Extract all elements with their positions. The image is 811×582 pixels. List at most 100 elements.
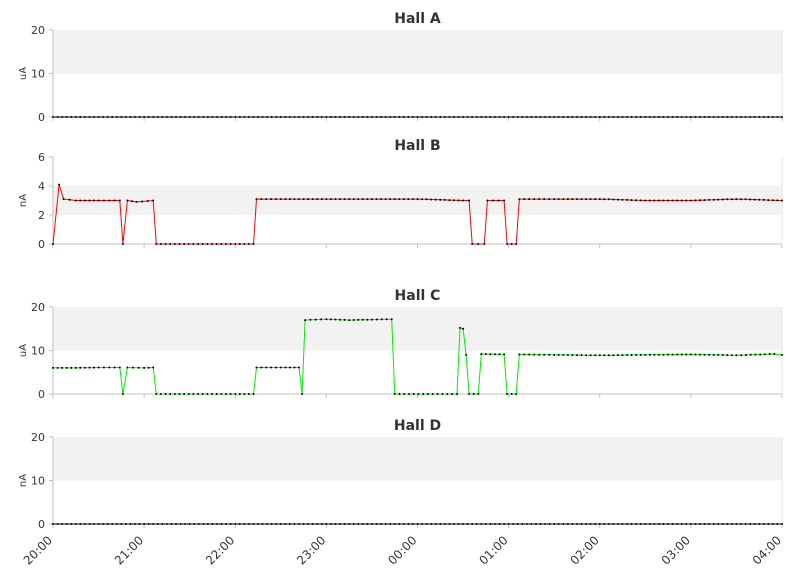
x-tick-label: 02:00 xyxy=(568,533,602,567)
data-point xyxy=(486,199,489,202)
data-point xyxy=(56,116,59,118)
data-point xyxy=(74,116,77,118)
data-point xyxy=(88,199,91,202)
data-point xyxy=(279,523,282,525)
data-point xyxy=(238,393,241,395)
data-point xyxy=(65,116,68,118)
data-point xyxy=(648,353,651,356)
data-point xyxy=(730,354,733,357)
data-point xyxy=(507,523,510,525)
data-point xyxy=(234,393,237,395)
data-point xyxy=(159,243,162,245)
data-point xyxy=(448,523,451,525)
data-point xyxy=(316,116,319,118)
data-point xyxy=(503,116,506,118)
data-point xyxy=(443,523,446,525)
data-point xyxy=(124,116,127,118)
data-point xyxy=(489,116,492,118)
data-point xyxy=(465,353,468,356)
data-point xyxy=(703,353,706,356)
data-point xyxy=(498,523,501,525)
data-point xyxy=(421,198,424,201)
data-point xyxy=(553,116,556,118)
data-point xyxy=(147,523,150,525)
data-point xyxy=(225,243,227,245)
data-point xyxy=(781,116,783,118)
panel-title: Hall D xyxy=(394,418,441,434)
data-point xyxy=(708,198,711,201)
data-point xyxy=(304,319,307,322)
data-point xyxy=(361,116,364,118)
data-point xyxy=(721,354,724,356)
data-point xyxy=(398,393,401,395)
data-point xyxy=(389,523,392,525)
data-point xyxy=(135,200,138,203)
data-point xyxy=(156,116,159,118)
data-point xyxy=(375,523,378,525)
data-point xyxy=(106,116,109,118)
data-point xyxy=(288,523,291,525)
data-point xyxy=(398,198,401,201)
data-point xyxy=(694,353,697,356)
data-point xyxy=(598,116,601,118)
data-point xyxy=(298,523,300,525)
data-point xyxy=(753,198,756,201)
panel-hall-c: Hall C 0 10 20 uA xyxy=(18,288,783,401)
data-point xyxy=(598,354,601,357)
data-point xyxy=(730,523,733,525)
data-point xyxy=(480,116,483,118)
data-point xyxy=(243,523,246,525)
data-point xyxy=(380,523,383,525)
data-point xyxy=(484,116,487,118)
data-point xyxy=(79,199,82,202)
data-point xyxy=(229,523,232,525)
data-point xyxy=(671,353,674,356)
data-point xyxy=(126,199,129,202)
data-point xyxy=(215,393,218,395)
data-point xyxy=(740,354,743,357)
data-point xyxy=(70,366,73,369)
data-point xyxy=(298,116,300,118)
y-axis-label: uA xyxy=(18,344,29,357)
data-point xyxy=(498,116,501,118)
data-point xyxy=(416,116,419,118)
data-point xyxy=(530,523,533,525)
data-point xyxy=(503,523,506,525)
data-point xyxy=(307,116,310,118)
data-point xyxy=(671,199,674,202)
data-point xyxy=(238,523,241,525)
data-point xyxy=(348,198,351,201)
data-point xyxy=(639,523,642,525)
data-point xyxy=(134,523,136,525)
y-tick-label: 20 xyxy=(31,24,45,37)
band-shading xyxy=(53,30,782,74)
data-point xyxy=(325,198,328,201)
data-point xyxy=(131,200,133,203)
data-point xyxy=(147,366,150,369)
data-point xyxy=(311,523,314,525)
data-point xyxy=(175,523,177,525)
data-point xyxy=(115,116,118,118)
data-point xyxy=(594,523,597,525)
data-point xyxy=(421,116,424,118)
data-point xyxy=(121,243,124,245)
data-point xyxy=(220,523,223,525)
data-point xyxy=(538,198,541,201)
data-point xyxy=(680,116,683,118)
x-tick-label: 20:00 xyxy=(21,533,55,567)
data-point xyxy=(617,198,619,201)
data-point xyxy=(68,198,71,201)
data-point xyxy=(759,353,762,356)
data-point xyxy=(538,353,541,356)
data-point xyxy=(439,116,442,118)
data-point xyxy=(188,116,191,118)
data-point xyxy=(589,523,592,525)
data-point xyxy=(70,523,73,525)
data-point xyxy=(293,116,296,118)
data-point xyxy=(320,318,323,321)
data-point xyxy=(255,366,258,369)
data-point xyxy=(612,354,615,357)
data-point xyxy=(699,523,701,525)
data-point xyxy=(52,523,54,525)
data-point xyxy=(430,523,433,525)
